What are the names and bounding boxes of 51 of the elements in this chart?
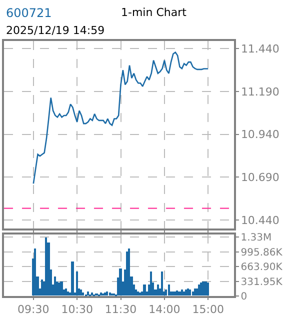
y-tick-label: 10.440 [240,214,280,227]
line-series [32,52,209,184]
bar [54,276,56,296]
x-tick-label: 10:30 [61,302,93,316]
bar [194,288,196,296]
bar [106,292,108,296]
y-tick-label: 995.86K [240,247,283,258]
bar [71,262,74,296]
bar [128,248,130,296]
y-tick-label: 1.33M [240,232,272,244]
text: 2025/12/19 14:59 [6,24,105,37]
bar [126,252,128,296]
bar [67,292,69,296]
bar [45,238,47,296]
bar [168,284,170,296]
bar [91,292,93,296]
y-tick-label: 10.690 [240,170,280,184]
bar [104,292,106,296]
bar [157,284,159,296]
bar [119,268,122,296]
bar [87,292,89,296]
text: 1-min Chart [121,6,188,19]
bar [150,272,152,296]
y-tick-label: 11.440 [240,42,280,56]
bar [109,292,111,296]
bar [82,292,84,296]
y-tick-label: 10.940 [240,128,280,142]
x-tick-label: 15:00 [192,302,224,316]
bar [189,290,191,296]
bar [65,288,67,296]
bar [137,292,139,296]
bar [198,284,200,296]
bar [76,272,78,296]
y-tick-label: 11.190 [240,85,280,98]
x-tick-label: 09:30 [18,302,50,316]
bar [161,272,163,296]
bar [100,292,102,296]
x-tick-label: 14:00 [148,302,180,316]
chart-title: 600721 [6,6,52,20]
y-tick-label: 331.95K [240,276,283,288]
y-tick-label: 663.90K [240,262,283,274]
bar [192,292,194,296]
bar [185,290,187,296]
bar [34,248,36,296]
bar [80,290,82,296]
y-tick-label: 0 [240,291,248,302]
bar [60,282,63,296]
bar [207,282,209,296]
bar [41,280,43,296]
x-tick-label: 11:30 [104,302,137,316]
bar [143,284,146,296]
